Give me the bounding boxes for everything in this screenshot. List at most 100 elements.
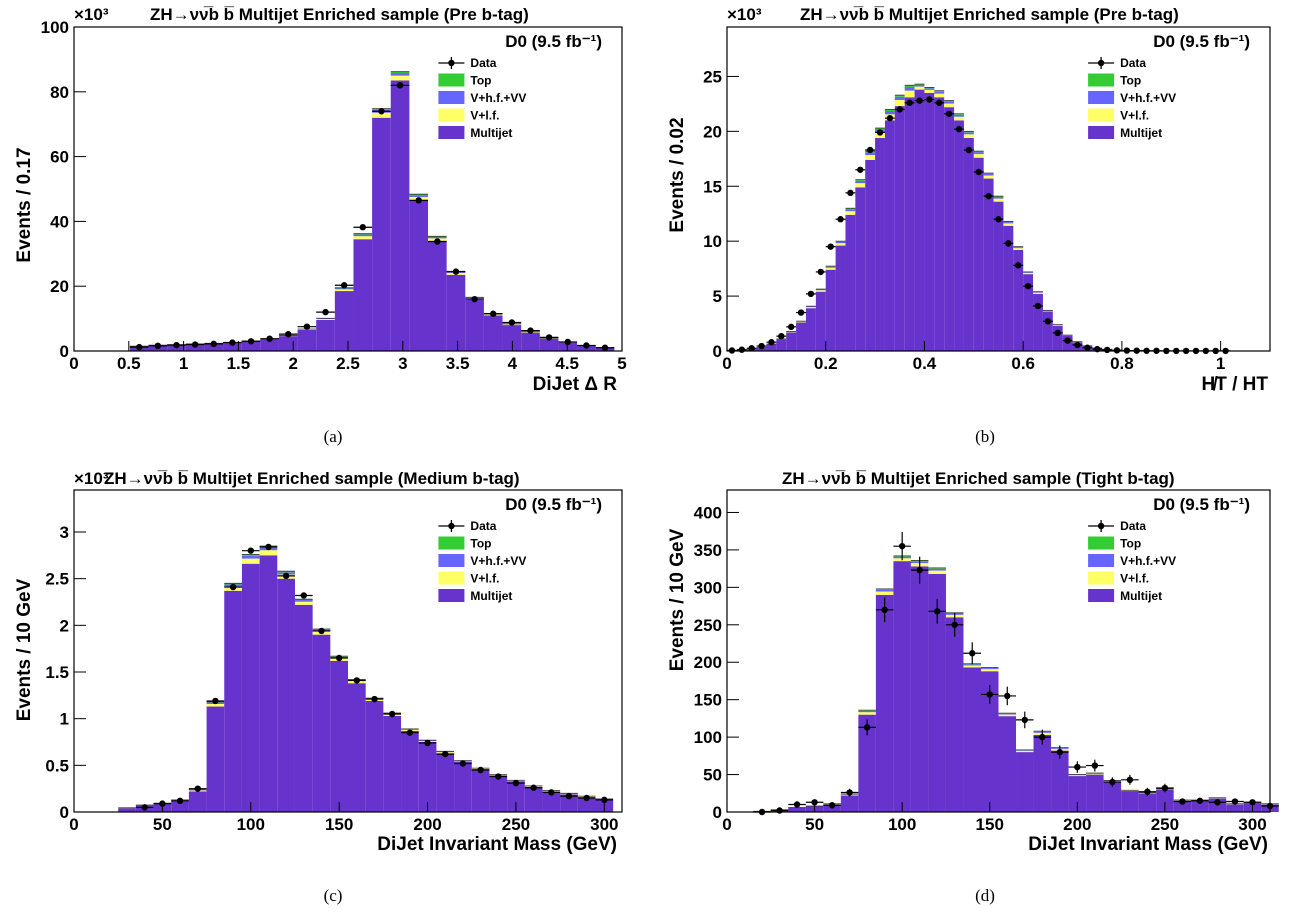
plot-area bbox=[118, 543, 614, 812]
multijet-bar bbox=[944, 107, 955, 351]
data-point bbox=[247, 338, 255, 345]
data-point bbox=[565, 792, 573, 800]
panel-d: ZH→νν̅b b̅ Multijet Enriched sample (Tig… bbox=[667, 469, 1279, 905]
y-tick-label: 40 bbox=[50, 212, 69, 231]
multijet-bar bbox=[560, 794, 578, 812]
multijet-bar bbox=[1191, 800, 1209, 812]
multijet-bar bbox=[776, 339, 787, 351]
top-bar bbox=[928, 567, 946, 569]
legend-swatch bbox=[1088, 554, 1115, 567]
data-point bbox=[508, 319, 516, 326]
multijet-bar bbox=[973, 157, 984, 351]
vhfvv-bar bbox=[815, 289, 826, 291]
vhfvv-bar bbox=[934, 91, 945, 94]
top-bar bbox=[845, 208, 856, 210]
x-axis-label: H̸T / HT bbox=[1202, 374, 1269, 395]
multijet-bar bbox=[796, 322, 806, 351]
x-tick-label: 2 bbox=[288, 354, 297, 373]
legend-swatch bbox=[1088, 73, 1115, 87]
vlf-bar bbox=[372, 112, 391, 118]
multijet-bar bbox=[865, 159, 876, 351]
legend-swatch bbox=[438, 73, 465, 87]
legend-label: V+h.f.+VV bbox=[470, 554, 526, 568]
data-point bbox=[1161, 784, 1169, 792]
data-point bbox=[955, 125, 963, 133]
data-point bbox=[847, 189, 854, 197]
multijet-bar bbox=[390, 80, 410, 352]
y-tick-label: 15 bbox=[703, 177, 722, 196]
data-point bbox=[995, 216, 1002, 223]
vlf-bar bbox=[835, 243, 846, 246]
multijet-bar bbox=[204, 343, 224, 351]
vlf-bar bbox=[815, 290, 826, 292]
legend-label: V+l.f. bbox=[1120, 572, 1149, 586]
y-tick-label: 5 bbox=[713, 287, 722, 306]
data-point bbox=[396, 82, 404, 89]
vhfvv-bar bbox=[924, 88, 935, 90]
multijet-bar bbox=[1121, 791, 1139, 812]
legend: Data Top V+h.f.+VV V+l.f. Multijet bbox=[1088, 56, 1176, 140]
y-axis-label: Events / 0.02 bbox=[667, 117, 688, 232]
multijet-bar bbox=[465, 299, 484, 351]
multijet-bar bbox=[1016, 752, 1034, 812]
legend-label: V+h.f.+VV bbox=[1120, 554, 1176, 568]
legend-swatch bbox=[1088, 536, 1115, 550]
data-point bbox=[916, 566, 923, 574]
data-point bbox=[933, 608, 941, 615]
top-bar bbox=[894, 95, 905, 97]
data-point bbox=[303, 323, 311, 330]
x-tick-label: 2.5 bbox=[336, 354, 360, 373]
data-point bbox=[359, 224, 366, 231]
x-axis-label: DiJet Invariant Mass (GeV) bbox=[1028, 834, 1268, 855]
x-tick-label: 0 bbox=[722, 354, 731, 373]
multijet-bar bbox=[260, 339, 279, 351]
data-point bbox=[495, 773, 502, 780]
vhfvv-bar bbox=[1013, 247, 1024, 249]
legend: Data Top V+h.f.+VV V+l.f. Multijet bbox=[438, 519, 526, 603]
multijet-bar bbox=[558, 342, 578, 351]
data-point bbox=[906, 99, 913, 106]
data-point bbox=[266, 335, 273, 342]
multijet-bar bbox=[1086, 774, 1104, 812]
x-tick-label: 100 bbox=[888, 815, 916, 834]
multijet-bar bbox=[1023, 274, 1034, 351]
vlf-bar bbox=[875, 591, 894, 595]
x-tick-label: 250 bbox=[1151, 815, 1179, 834]
vlf-bar bbox=[316, 319, 335, 320]
multijet-bar bbox=[454, 761, 472, 812]
multijet-bar bbox=[963, 667, 981, 812]
multijet-bar bbox=[1173, 800, 1192, 812]
top-bar bbox=[390, 71, 410, 74]
multijet-bar bbox=[1042, 311, 1053, 351]
vhfvv-bar bbox=[884, 111, 895, 115]
data-point bbox=[471, 295, 478, 303]
data-point bbox=[1231, 798, 1239, 805]
multijet-bar bbox=[1068, 776, 1087, 812]
vlf-bar bbox=[206, 703, 225, 707]
plot-area bbox=[727, 83, 1231, 355]
legend-swatch bbox=[438, 571, 465, 585]
x-tick-label: 250 bbox=[502, 815, 530, 834]
vhfvv-bar bbox=[904, 87, 915, 91]
data-point bbox=[424, 739, 431, 747]
plot-frame bbox=[726, 26, 1271, 352]
data-point bbox=[793, 801, 801, 808]
y-tick-label: 200 bbox=[694, 653, 722, 672]
plot-frame bbox=[726, 489, 1271, 813]
multijet-bar bbox=[904, 97, 915, 351]
multijet-bar bbox=[1052, 325, 1063, 351]
multijet-bar bbox=[542, 791, 561, 812]
multijet-bar bbox=[993, 201, 1004, 351]
top-bar bbox=[963, 131, 974, 133]
x-tick-label: 0.6 bbox=[1011, 354, 1035, 373]
multijet-bar bbox=[334, 291, 354, 351]
data-point bbox=[1196, 797, 1204, 804]
vlf-bar bbox=[973, 154, 984, 158]
data-point bbox=[527, 327, 534, 334]
panel-c: ZH→νν̅b b̅ Multijet Enriched sample (Med… bbox=[14, 469, 623, 905]
panel-b: ZH→νν̅b b̅ Multijet Enriched sample (Pre… bbox=[667, 5, 1271, 446]
x-tick-label: 300 bbox=[1238, 815, 1266, 834]
multijet-bar bbox=[845, 214, 856, 351]
multijet-bar bbox=[330, 660, 348, 812]
x-tick-label: 5 bbox=[617, 354, 626, 373]
